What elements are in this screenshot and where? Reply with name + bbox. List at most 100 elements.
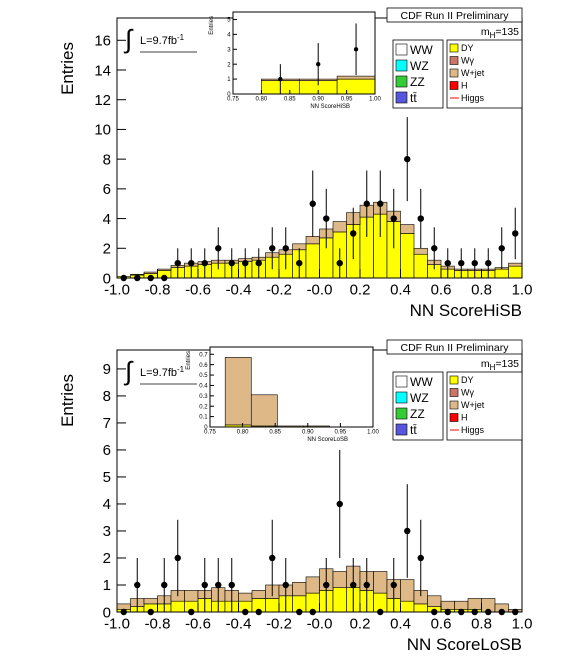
stack-bar	[305, 576, 320, 594]
data-point	[201, 259, 208, 267]
y-tick-label: 0	[103, 270, 111, 287]
title-box	[386, 7, 523, 23]
legend-label: DY	[461, 43, 474, 53]
data-point	[201, 581, 208, 589]
y-tick-label: 4	[103, 496, 111, 513]
legend-swatch	[395, 43, 408, 56]
stack-bar	[373, 571, 388, 594]
legend-label: W+jet	[461, 400, 485, 410]
legend-label: H	[461, 413, 468, 423]
data-point	[296, 259, 303, 267]
stack-bar	[332, 221, 347, 233]
data-point	[161, 581, 168, 589]
integral-sign: ∫	[123, 356, 134, 386]
legend-label: H	[461, 81, 468, 91]
lumi-text: L=9.7fb	[140, 367, 177, 379]
x-axis-title: NN ScoreLoSB	[307, 437, 348, 443]
x-tick-label: 0.95	[335, 430, 347, 436]
x-tick-label: -0.0	[307, 616, 333, 633]
y-axis-title: Entries	[58, 374, 77, 427]
data-point	[336, 500, 343, 508]
y-tick-label: 5	[103, 469, 111, 486]
x-tick-label: -1.0	[104, 616, 130, 633]
x-axis-title: NN ScoreHiSB	[410, 301, 522, 320]
stack-bar	[467, 598, 482, 610]
x-tick-label: 0.85	[269, 430, 281, 436]
y-tick-label: 3	[227, 47, 231, 53]
x-axis-title: NN ScoreHiSB	[310, 104, 350, 110]
stack-bar	[336, 78, 376, 95]
data-point	[228, 581, 235, 589]
x-tick-label: 0.8	[471, 616, 492, 633]
stack-bar	[413, 253, 428, 279]
data-point	[316, 61, 321, 67]
data-point	[228, 259, 235, 267]
chart-title: CDF Run II Preliminary	[401, 10, 510, 22]
y-tick-label: 0.6	[199, 363, 208, 369]
data-point	[350, 230, 357, 237]
data-point	[444, 259, 451, 267]
y-tick-label: 10	[94, 122, 111, 139]
stack-bar	[143, 598, 158, 605]
stack-bar	[184, 590, 199, 602]
y-tick-label: 4	[227, 32, 231, 38]
stack-bar	[400, 233, 415, 279]
data-point	[309, 200, 316, 207]
legend-label: W+jet	[461, 68, 485, 78]
data-point	[134, 581, 141, 589]
legend-swatch	[449, 68, 459, 78]
data-point	[512, 230, 519, 237]
stack-bar	[427, 595, 442, 607]
data-point	[174, 259, 181, 267]
legend-swatch	[395, 423, 408, 436]
x-tick-label: 0.80	[237, 430, 249, 436]
legend-label: Wγ	[461, 56, 474, 66]
data-point	[417, 215, 424, 222]
data-point	[282, 581, 289, 589]
stack-bar	[440, 600, 455, 610]
data-point	[336, 259, 343, 267]
y-tick-label: 14	[94, 62, 111, 79]
stack-bar	[332, 587, 347, 613]
stack-bar	[116, 603, 131, 610]
data-point	[242, 259, 249, 267]
mass-label: mH=135	[481, 358, 519, 372]
x-tick-label: -0.4	[226, 616, 252, 633]
data-point	[353, 47, 359, 52]
y-tick-label: 1	[227, 77, 231, 83]
x-tick-label: 0.6	[431, 282, 452, 299]
legend-label: WZ	[410, 59, 429, 73]
mass-subscript: H	[490, 363, 496, 372]
legend-label: WW	[410, 375, 433, 389]
data-point	[363, 200, 370, 207]
stack-bar	[170, 600, 185, 613]
y-tick-label: 0	[103, 604, 111, 621]
data-point	[404, 155, 411, 163]
y-tick-label: 8	[103, 388, 111, 405]
chart-title: CDF Run II Preliminary	[401, 342, 510, 354]
legend-label: Wγ	[461, 388, 474, 398]
lumi-label: L=9.7fb-1	[140, 365, 185, 379]
mass-value: =135	[495, 26, 519, 38]
x-tick-label: 0.85	[284, 97, 296, 103]
stack-bar	[413, 603, 428, 613]
x-tick-label: 0.95	[341, 97, 353, 103]
stack-bar	[238, 592, 253, 602]
title-box	[386, 339, 523, 355]
legend-swatch	[449, 413, 459, 422]
y-tick-label: 9	[103, 361, 111, 378]
x-tick-label: 0.90	[312, 97, 324, 103]
axes-box	[232, 11, 376, 95]
legend-swatch	[395, 75, 408, 88]
y-tick-label: 6	[103, 442, 111, 459]
y-tick-label: 2	[103, 241, 111, 258]
y-tick-label: 4	[103, 211, 111, 228]
x-tick-label: -0.6	[185, 282, 211, 299]
x-tick-label: 0.75	[227, 97, 239, 103]
legend-swatch	[449, 43, 459, 53]
data-point	[404, 527, 411, 535]
x-tick-label: -0.8	[145, 616, 171, 633]
y-tick-label: 8	[103, 151, 111, 168]
x-tick-label: 0.4	[390, 616, 411, 633]
y-tick-label: 0.1	[199, 415, 208, 421]
